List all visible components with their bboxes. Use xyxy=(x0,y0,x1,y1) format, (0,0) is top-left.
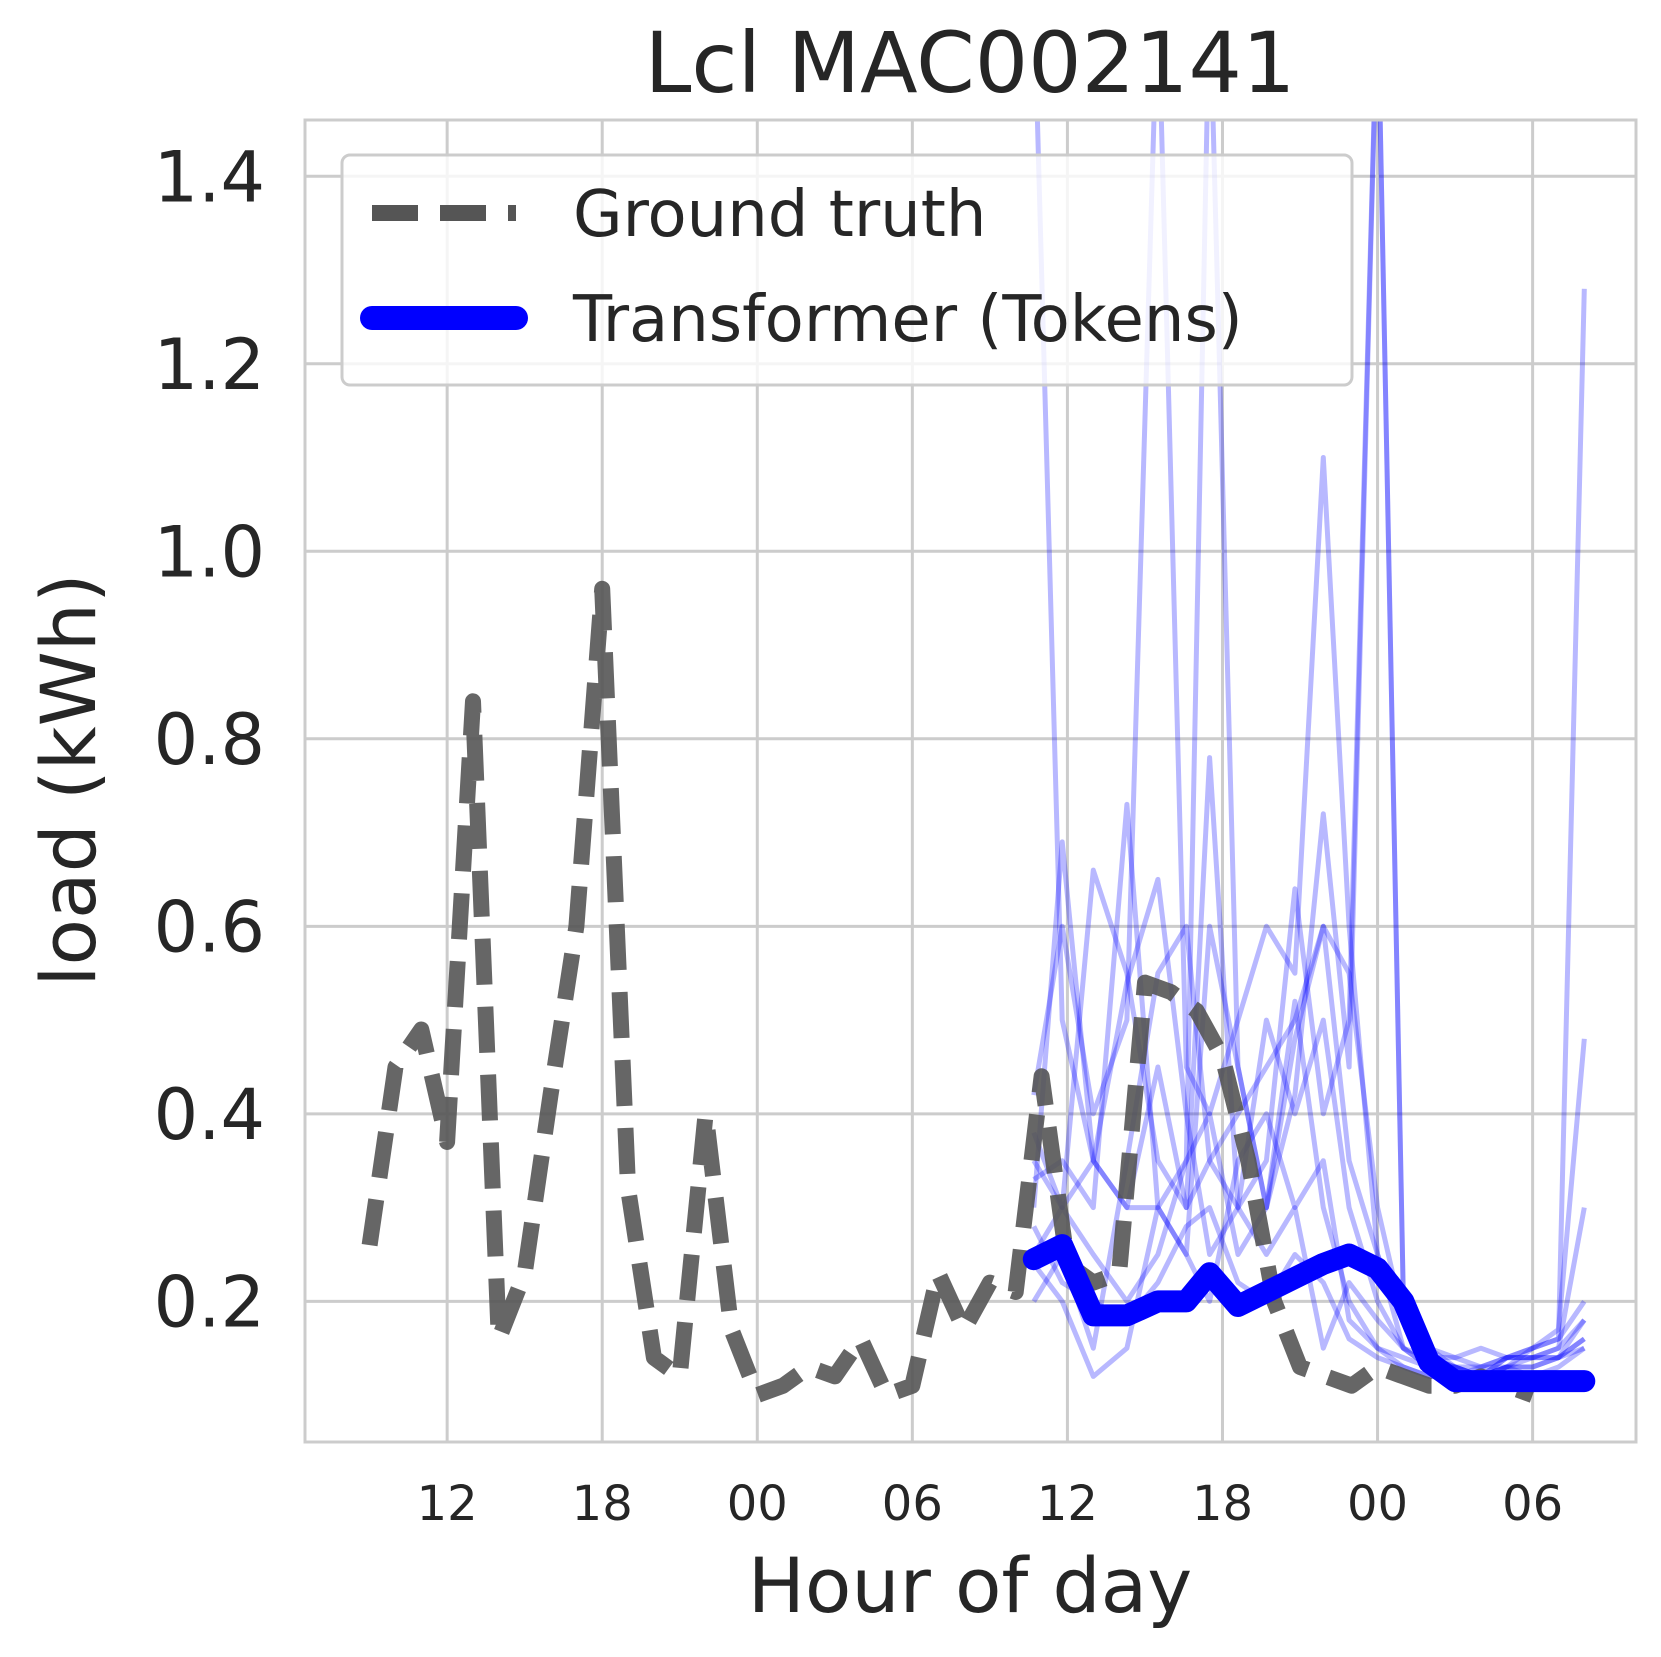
ground-truth-line xyxy=(361,580,1536,1404)
y-tick-label: 0.4 xyxy=(154,1074,265,1156)
legend: Ground truth Transformer (Tokens) xyxy=(340,153,1354,387)
chart-title: Lcl MAC002141 xyxy=(645,14,1296,112)
legend-box xyxy=(340,153,1354,387)
plot-frame xyxy=(303,118,1638,1444)
sample-trajectory-line xyxy=(1032,801,1587,1370)
x-tick-label: 18 xyxy=(1192,1476,1253,1532)
x-tick-label: 06 xyxy=(1502,1476,1563,1532)
plot-series xyxy=(361,120,1596,1404)
x-tick-label: 06 xyxy=(882,1476,943,1532)
sample-trajectory-line xyxy=(1034,120,1587,1361)
x-axis-label: Hour of day xyxy=(748,1541,1192,1630)
y-tick-label: 1.0 xyxy=(154,511,265,593)
y-tick-label: 0.8 xyxy=(154,699,265,781)
sample-trajectory-line xyxy=(1031,120,1587,1379)
y-tick-label: 1.4 xyxy=(154,136,265,218)
series-clip-group xyxy=(361,120,1596,1404)
y-tick-label: 1.2 xyxy=(154,324,265,406)
legend-label-ground-truth: Ground truth xyxy=(573,178,986,252)
x-tick-label: 12 xyxy=(417,1476,478,1532)
x-tick-label: 00 xyxy=(727,1476,788,1532)
transformer-prediction-line xyxy=(1022,1234,1596,1393)
y-axis-label: load (kWh) xyxy=(24,573,113,986)
x-tick-label: 12 xyxy=(1037,1476,1098,1532)
x-tick-label: 00 xyxy=(1347,1476,1408,1532)
legend-label-transformer: Transformer (Tokens) xyxy=(572,283,1243,357)
x-tick-label: 18 xyxy=(572,1476,633,1532)
y-tick-label: 0.6 xyxy=(154,886,265,968)
tick-labels: 12 18 00 06 12 18 00 06 0.2 0.4 0.6 0.8 1.0 1.2 1.4 xyxy=(154,136,1563,1532)
y-tick-label: 0.2 xyxy=(154,1261,265,1343)
